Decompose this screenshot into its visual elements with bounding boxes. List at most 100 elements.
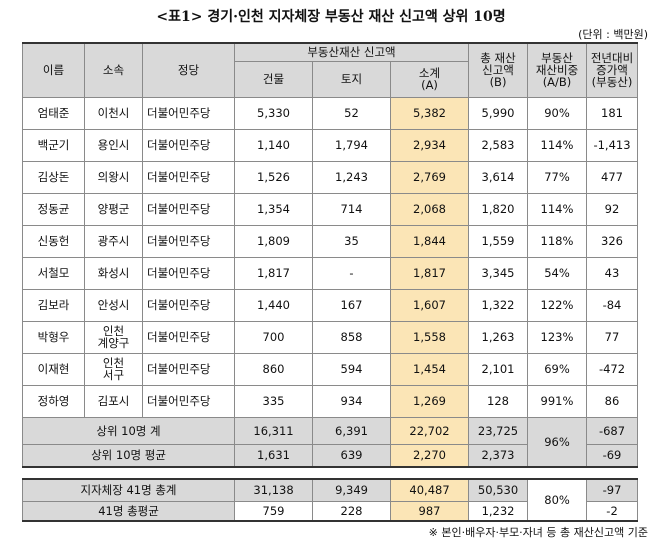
- cell-ratio: 54%: [527, 256, 587, 290]
- cell-total-assets: 1,559: [468, 224, 528, 258]
- summary-building: 16,311: [234, 416, 313, 445]
- table-title: <표1> 경기·인천 지자체장 부동산 재산 신고액 상위 10명: [156, 9, 506, 25]
- cell-affiliation: 용인시: [84, 128, 143, 162]
- summary-label: 상위 10명 평균: [22, 443, 235, 468]
- summary-row-top10-avg: 상위 10명 평균 1,631 639 2,270 2,373 -69: [22, 443, 638, 468]
- table-row: 이재현 인천 서구 더불어민주당 860 594 1,454 2,101 69% -472: [22, 352, 638, 386]
- cell-name: 이재현: [22, 352, 85, 386]
- summary-change: -687: [586, 416, 638, 445]
- cell-total-assets: 5,990: [468, 96, 528, 130]
- header-realestate-group: 부동산재산 신고액: [234, 42, 469, 62]
- cell-change: 77: [586, 320, 638, 354]
- cell-affiliation: 안성시: [84, 288, 143, 322]
- totals-total: 50,530: [468, 478, 529, 502]
- cell-land: 1,243: [312, 160, 391, 194]
- cell-total-assets: 1,263: [468, 320, 528, 354]
- cell-affiliation: 인천 계양구: [84, 320, 143, 354]
- cell-party: 더불어민주당: [142, 256, 235, 290]
- header-ratio: 부동산 재산비중 (A/B): [527, 42, 587, 98]
- cell-subtotal: 1,454: [390, 352, 469, 386]
- cell-ratio: 114%: [527, 128, 587, 162]
- cell-subtotal: 1,558: [390, 320, 469, 354]
- cell-affiliation: 양평군: [84, 192, 143, 226]
- cell-party: 더불어민주당: [142, 320, 235, 354]
- summary-label: 상위 10명 계: [22, 416, 235, 445]
- cell-building: 5,330: [234, 96, 313, 130]
- cell-name: 엄태준: [22, 96, 85, 130]
- cell-building: 1,140: [234, 128, 313, 162]
- cell-subtotal: 1,269: [390, 384, 469, 418]
- cell-ratio: 118%: [527, 224, 587, 258]
- totals-building: 759: [234, 500, 314, 522]
- totals-land: 228: [312, 500, 392, 522]
- cell-party: 더불어민주당: [142, 160, 235, 194]
- cell-land: 35: [312, 224, 391, 258]
- cell-change: 326: [586, 224, 638, 258]
- totals-change: -2: [586, 500, 639, 522]
- totals-ratio: 80%: [527, 478, 588, 522]
- cell-ratio: 122%: [527, 288, 587, 322]
- table-row: 백군기 용인시 더불어민주당 1,140 1,794 2,934 2,583 114% -1,4…: [22, 128, 638, 162]
- cell-affiliation: 광주시: [84, 224, 143, 258]
- summary-body: 상위 10명 계 16,311 6,391 22,702 23,725 96% …: [22, 416, 638, 468]
- summary-building: 1,631: [234, 443, 313, 468]
- cell-building: 335: [234, 384, 313, 418]
- cell-party: 더불어민주당: [142, 128, 235, 162]
- totals-label: 지자체장 41명 총계: [21, 478, 236, 502]
- totals-label: 41명 총평균: [21, 500, 236, 522]
- summary-row-top10-sum: 상위 10명 계 16,311 6,391 22,702 23,725 96% …: [22, 416, 638, 468]
- table-row: 신동헌 광주시 더불어민주당 1,809 35 1,844 1,559 118% 326: [22, 224, 638, 258]
- cell-building: 700: [234, 320, 313, 354]
- summary-subtotal: 2,270: [390, 443, 469, 468]
- cell-change: 86: [586, 384, 638, 418]
- cell-subtotal: 1,844: [390, 224, 469, 258]
- cell-change: 43: [586, 256, 638, 290]
- cell-land: 1,794: [312, 128, 391, 162]
- unit-label: (단위 : 백만원): [578, 28, 648, 41]
- header-subtotal: 소계 (A): [390, 60, 469, 98]
- cell-building: 1,354: [234, 192, 313, 226]
- cell-subtotal: 2,068: [390, 192, 469, 226]
- cell-affiliation: 화성시: [84, 256, 143, 290]
- cell-land: 594: [312, 352, 391, 386]
- header-land: 토지: [312, 60, 391, 98]
- cell-party: 더불어민주당: [142, 96, 235, 130]
- cell-land: 934: [312, 384, 391, 418]
- totals-subtotal: 40,487: [390, 478, 470, 502]
- cell-total-assets: 3,614: [468, 160, 528, 194]
- cell-ratio: 69%: [527, 352, 587, 386]
- summary-land: 6,391: [312, 416, 391, 445]
- table-body: 엄태준 이천시 더불어민주당 5,330 52 5,382 5,990 90% 181 백군기 용인…: [22, 96, 638, 418]
- cell-change: 92: [586, 192, 638, 226]
- cell-total-assets: 3,345: [468, 256, 528, 290]
- header-change: 전년대비 증가액 (부동산): [586, 42, 638, 98]
- cell-party: 더불어민주당: [142, 384, 235, 418]
- cell-total-assets: 1,820: [468, 192, 528, 226]
- cell-party: 더불어민주당: [142, 352, 235, 386]
- header-party: 정당: [142, 42, 235, 98]
- summary-total: 2,373: [468, 443, 528, 468]
- cell-land: 52: [312, 96, 391, 130]
- cell-change: -1,413: [586, 128, 638, 162]
- cell-name: 서철모: [22, 256, 85, 290]
- cell-land: -: [312, 256, 391, 290]
- cell-change: -472: [586, 352, 638, 386]
- totals-row-41-avg: 41명 총평균 759 228 987 1,232 -2: [21, 500, 639, 522]
- cell-name: 백군기: [22, 128, 85, 162]
- cell-total-assets: 128: [468, 384, 528, 418]
- cell-change: -84: [586, 288, 638, 322]
- table-row: 서철모 화성시 더불어민주당 1,817-1,817 3,345 54% 43: [22, 256, 638, 290]
- table-row: 엄태준 이천시 더불어민주당 5,330 52 5,382 5,990 90% 181: [22, 96, 638, 130]
- cell-ratio: 77%: [527, 160, 587, 194]
- cell-name: 신동헌: [22, 224, 85, 258]
- table-row: 정하영 김포시 더불어민주당 335 934 1,269 128 991% 86: [22, 384, 638, 418]
- table-row: 김보라 안성시 더불어민주당 1,440 167 1,607 1,322 122% -84: [22, 288, 638, 322]
- cell-name: 정하영: [22, 384, 85, 418]
- cell-ratio: 90%: [527, 96, 587, 130]
- cell-name: 김상돈: [22, 160, 85, 194]
- cell-building: 860: [234, 352, 313, 386]
- summary-land: 639: [312, 443, 391, 468]
- cell-affiliation: 인천 서구: [84, 352, 143, 386]
- cell-building: 1,817: [234, 256, 313, 290]
- cell-affiliation: 김포시: [84, 384, 143, 418]
